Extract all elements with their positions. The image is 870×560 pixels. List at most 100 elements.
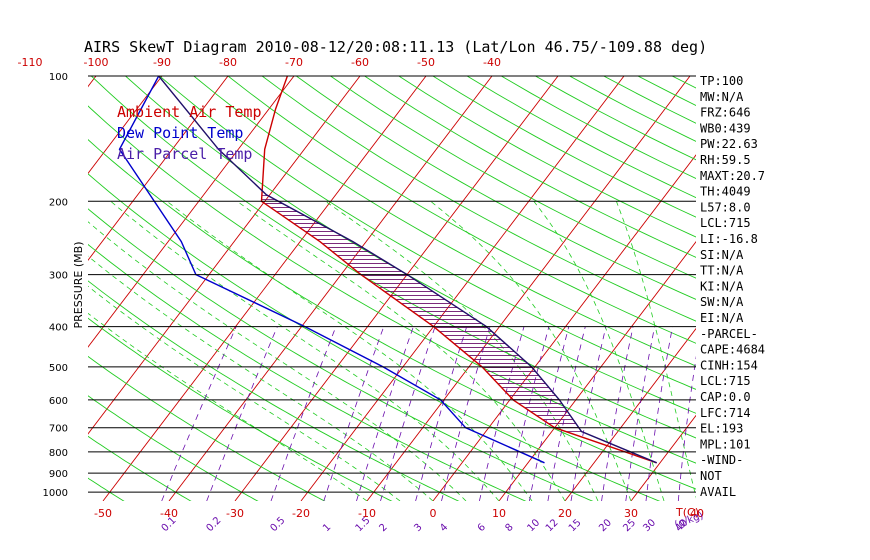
moist-adiabat-line <box>88 221 467 501</box>
legend-dewpoint: Dew Point Temp <box>117 124 243 142</box>
top-temp-tick-label: -80 <box>219 56 237 69</box>
dry-adiabat-line <box>501 76 696 179</box>
pressure-tick-label: 500 <box>49 363 68 374</box>
bottom-temp-tick-label: 0 <box>430 507 437 520</box>
dry-adiabat-line <box>125 76 696 414</box>
mixing-ratio-tick-label: 1 <box>321 522 333 534</box>
y-axis-label: PRESSURE (MB) <box>72 242 85 329</box>
dry-adiabat-line <box>398 76 696 238</box>
isotherm-line <box>102 76 427 501</box>
ambient-temp-line <box>260 76 657 464</box>
dry-adiabat-line <box>193 76 696 367</box>
dry-adiabat-line <box>159 76 696 390</box>
pressure-tick-label: 400 <box>49 323 68 334</box>
pressure-tick-label: 900 <box>49 469 68 480</box>
top-temp-tick-label: -100 <box>84 56 109 69</box>
moist-adiabat-line <box>236 200 566 501</box>
top-temp-tick-label: -40 <box>483 56 501 69</box>
legend: Ambient Air Temp Dew Point Temp Air Parc… <box>117 103 262 163</box>
bottom-temp-tick-label: -10 <box>358 507 376 520</box>
bottom-temp-tick-label: -50 <box>94 507 112 520</box>
stat-item: EL:193 <box>700 422 743 436</box>
mixing-ratio-line <box>415 326 468 501</box>
dry-adiabat-line <box>88 105 696 464</box>
mixing-ratio-line <box>506 326 550 501</box>
stat-item: LI:-16.8 <box>700 232 758 246</box>
mixing-ratio-line <box>356 326 414 501</box>
mixing-ratio-tick-label: 0.5 <box>268 515 287 534</box>
stat-item: MPL:101 <box>700 437 751 451</box>
bottom-temp-tick-label: -30 <box>226 507 244 520</box>
moist-adiabat-line <box>166 200 533 501</box>
mixing-ratio-tick-label: 8 <box>503 522 515 534</box>
stat-item: LCL:715 <box>700 374 751 388</box>
moist-adiabat-line <box>325 200 599 501</box>
parcel-temp-line <box>158 76 657 464</box>
mixing-ratio-line <box>441 326 491 501</box>
stat-item: CINH:154 <box>700 358 758 372</box>
mixing-ratio-tick-label: 20 <box>597 517 614 534</box>
mixing-ratio-tick-label: 2 <box>377 522 389 534</box>
stat-item: RH:59.5 <box>700 153 751 167</box>
mixing-ratio-line <box>601 326 634 501</box>
mixing-ratio-line <box>570 326 607 501</box>
pressure-tick-label: 600 <box>49 396 68 407</box>
isotherm-line <box>168 76 493 501</box>
mixing-ratio-tick-label: 6 <box>476 522 488 534</box>
isotherm-line <box>0 76 30 501</box>
mixing-ratio-line <box>677 355 696 501</box>
isotherm-line <box>234 76 559 501</box>
dry-adiabat-line <box>364 76 696 258</box>
pressure-tick-label: 800 <box>49 448 68 459</box>
stat-item: MAXT:20.7 <box>700 169 765 183</box>
isotherm-line <box>300 76 625 501</box>
top-temp-tick-label: -90 <box>153 56 171 69</box>
mixing-ratio-tick-label: 4 <box>438 522 450 534</box>
moist-adiabat-line <box>88 285 401 501</box>
stat-item: AVAIL <box>700 485 736 499</box>
stat-item: NOT <box>700 469 722 483</box>
dry-adiabat-line <box>740 76 870 503</box>
legend-parcel: Air Parcel Temp <box>117 145 252 163</box>
pressure-tick-label: 300 <box>49 271 68 282</box>
stat-item: MW:N/A <box>700 90 744 104</box>
mixing-ratio-tick-label: 3 <box>412 522 424 534</box>
isotherm-line <box>498 241 696 501</box>
isotherm-line <box>564 327 696 501</box>
mixing-ratio-line <box>547 326 586 501</box>
stat-item: -WIND- <box>700 453 743 467</box>
bottom-temp-tick-label: 20 <box>558 507 572 520</box>
bottom-temp-unit: T(C) <box>675 506 699 519</box>
dry-adiabat-line <box>88 477 125 501</box>
stat-item: KI:N/A <box>700 279 744 293</box>
dry-adiabat-line <box>227 76 696 344</box>
stat-item: CAP:0.0 <box>700 390 751 404</box>
bottom-temp-tick-label: 10 <box>492 507 506 520</box>
top-temp-tick-label: -70 <box>285 56 303 69</box>
top-temp-tick-label: -110 <box>18 56 43 69</box>
stat-item: LCL:715 <box>700 216 751 230</box>
stat-item: TP:100 <box>700 74 743 88</box>
mixing-ratio-line <box>323 326 385 501</box>
bottom-temp-tick-label: 40 <box>690 507 704 520</box>
isotherm-line <box>88 76 361 435</box>
bottom-temp-tick-label: -20 <box>292 507 310 520</box>
legend-ambient: Ambient Air Temp <box>117 103 262 121</box>
isotherm-line <box>432 154 696 501</box>
dry-adiabat-line <box>330 76 696 279</box>
stat-item: WB0:439 <box>700 121 751 135</box>
top-temp-tick-label: -60 <box>351 56 369 69</box>
stat-item: L57:8.0 <box>700 200 751 214</box>
pressure-tick-label: 1000 <box>43 488 68 499</box>
stat-item: PW:22.63 <box>700 137 758 151</box>
moist-adiabat-line <box>88 255 434 501</box>
stat-item: SI:N/A <box>700 248 744 262</box>
isotherm-line <box>88 76 163 175</box>
bottom-temp-tick-label: 30 <box>624 507 638 520</box>
mixing-ratio-line <box>625 326 655 501</box>
dry-adiabat-line <box>261 76 696 322</box>
mixing-ratio-line <box>206 326 278 501</box>
mixing-ratio-line <box>270 326 337 501</box>
